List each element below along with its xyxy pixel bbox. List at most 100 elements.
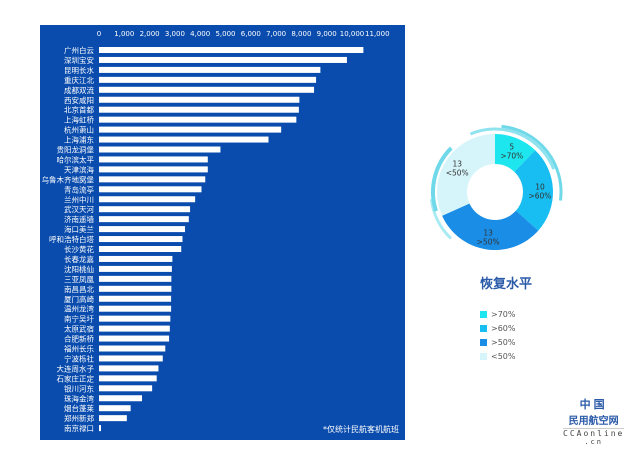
- bar: [99, 66, 321, 73]
- y-tick-label: 成都双流: [64, 85, 94, 95]
- legend-label: >70%: [491, 309, 516, 319]
- donut-slice: [514, 150, 553, 231]
- legend-swatch: [480, 338, 487, 346]
- slice-value-label: 10: [535, 182, 545, 191]
- y-tick-label: 郑州新郑: [64, 413, 94, 423]
- slice-value-label: 13: [452, 160, 462, 169]
- bar: [99, 176, 206, 183]
- y-tick-label: 重庆江北: [64, 75, 94, 85]
- y-tick-label: 南昌昌北: [64, 284, 94, 294]
- y-tick-label: 太原武宿: [64, 324, 94, 334]
- y-tick-label: 福州长乐: [64, 344, 94, 354]
- x-tick-label: 4,000: [190, 30, 210, 38]
- y-tick-label: 上海浦东: [64, 135, 94, 145]
- bar: [99, 285, 172, 292]
- logo-line3: CCAonline: [563, 428, 625, 438]
- slice-category-label: <50%: [446, 169, 469, 178]
- y-tick-label: 贵阳龙洞堡: [57, 145, 95, 155]
- y-tick-label: 海口美兰: [64, 224, 94, 234]
- x-tick-label: 1,000: [114, 30, 134, 38]
- y-tick-label: 上海虹桥: [64, 115, 94, 125]
- bar: [99, 126, 282, 133]
- bar: [99, 335, 170, 342]
- logo: 中国 民用航空网 CCAonline .cn: [563, 396, 625, 446]
- bar: [99, 355, 163, 362]
- y-tick-label: 沈阳桃仙: [64, 264, 94, 274]
- bar: [99, 146, 221, 153]
- slice-value-label: 13: [483, 228, 493, 237]
- bar: [99, 106, 299, 113]
- donut-legend: >70% >60% >50% <50%: [480, 307, 515, 363]
- slice-value-label: 5: [509, 142, 514, 151]
- x-tick-label: 8,000: [291, 30, 311, 38]
- y-tick-label: 杭州萧山: [64, 125, 94, 135]
- legend-label: >50%: [491, 337, 516, 347]
- y-tick-label: 大连周水子: [57, 363, 95, 373]
- x-tick-label: 3,000: [165, 30, 185, 38]
- chart-note: *仅统计民航客机航班: [323, 425, 399, 434]
- y-tick-label: 北京首都: [64, 105, 94, 115]
- donut-slice: [437, 134, 495, 216]
- y-tick-label: 厦门高崎: [64, 294, 94, 304]
- bar: [99, 136, 269, 143]
- y-tick-label: 宁波栎社: [64, 353, 94, 363]
- y-tick-label: 广州白云: [64, 45, 94, 55]
- bar: [99, 116, 297, 123]
- y-tick-label: 温州龙湾: [64, 304, 94, 314]
- y-tick-label: 济南遥墙: [64, 214, 94, 224]
- y-tick-label: 武汉天河: [64, 204, 94, 214]
- legend-swatch: [480, 324, 487, 332]
- y-tick-label: 呼和浩特白塔: [49, 234, 94, 244]
- legend-label: <50%: [491, 351, 516, 361]
- bar: [99, 255, 173, 262]
- x-tick-label: 6,000: [241, 30, 261, 38]
- y-tick-label: 烟台蓬莱: [64, 403, 94, 413]
- y-tick-label: 乌鲁木齐地窝堡: [42, 174, 95, 184]
- x-tick-label: 7,000: [266, 30, 286, 38]
- y-tick-label: 长春龙嘉: [64, 254, 94, 264]
- bar: [99, 265, 172, 272]
- y-tick-label: 三亚凤凰: [64, 275, 94, 284]
- y-tick-label: 昆明长水: [64, 65, 94, 75]
- y-tick-label: 长沙黄花: [64, 244, 94, 254]
- bar: [99, 206, 191, 213]
- x-tick-label: 9,000: [317, 30, 337, 38]
- y-tick-label: 南京禄口: [64, 423, 94, 433]
- bar: [99, 375, 157, 382]
- logo-line2: 民用航空网: [568, 416, 619, 427]
- slice-category-label: >60%: [528, 191, 551, 200]
- y-tick-label: 西安咸阳: [64, 95, 94, 105]
- y-tick-label: 南宁吴圩: [64, 314, 94, 324]
- decorative-arc: [431, 146, 453, 212]
- y-tick-label: 珠海金湾: [64, 393, 94, 403]
- bar: [99, 47, 364, 53]
- y-tick-label: 银川河东: [64, 383, 94, 393]
- bar: [99, 216, 189, 223]
- legend-item: >70%: [480, 307, 515, 321]
- donut-title: 恢复水平: [480, 277, 533, 292]
- bar: [99, 246, 182, 252]
- y-tick-label: 深圳宝安: [64, 55, 94, 65]
- donut-slice: [495, 134, 536, 172]
- bar-chart: 0 1,000 2,000 3,000 4,000 5,000 6,000 7,000 8,00…: [42, 30, 390, 433]
- bar: [99, 236, 183, 243]
- bar: [99, 365, 159, 372]
- y-tick-label: 天津滨海: [64, 164, 94, 174]
- y-tick-label: 石家庄正定: [57, 373, 95, 383]
- bar: [99, 275, 172, 282]
- bar: [99, 156, 208, 163]
- y-tick-label: 合肥新桥: [64, 334, 94, 344]
- legend-label: >60%: [491, 323, 516, 333]
- x-tick-label: 11,000: [365, 30, 390, 38]
- legend-item: >60%: [480, 321, 515, 335]
- bar: [99, 196, 196, 203]
- x-tick-label: 5,000: [215, 30, 235, 38]
- logo-line1: 中国: [579, 398, 608, 411]
- bar: [99, 395, 143, 402]
- bar: [99, 325, 170, 332]
- legend-swatch: [480, 352, 487, 360]
- x-tick-label: 2,000: [140, 30, 160, 38]
- bar-chart-panel: 0 1,000 2,000 3,000 4,000 5,000 6,000 7,000 8,00…: [40, 25, 405, 440]
- bar: [99, 385, 153, 392]
- y-tick-label: 兰州中川: [64, 194, 94, 204]
